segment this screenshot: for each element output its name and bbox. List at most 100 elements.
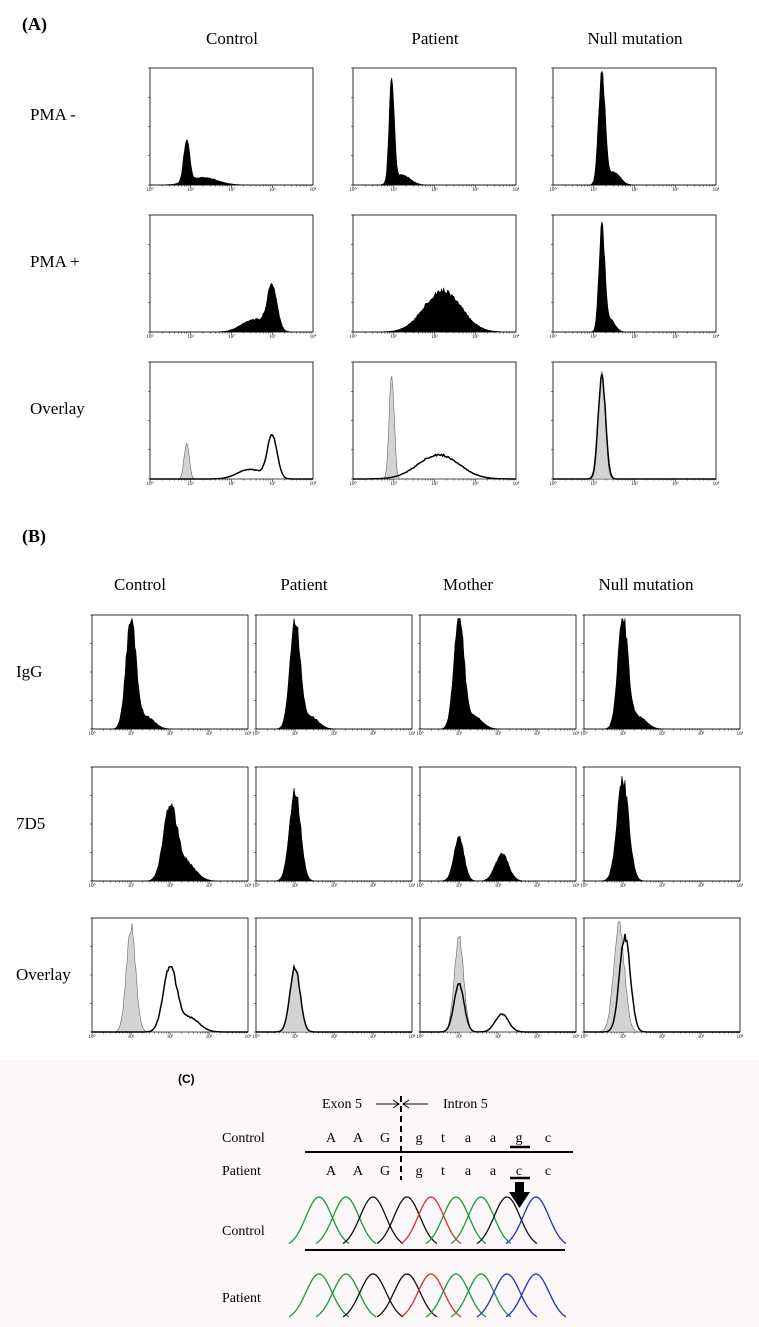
- x-tick-label: 10⁴: [573, 883, 580, 889]
- x-tick-label: 10⁴: [409, 883, 416, 889]
- histogram: [420, 618, 576, 730]
- x-tick-label: 10¹: [292, 731, 299, 737]
- x-tick-label: 10³: [672, 334, 679, 340]
- histogram-outline: [150, 434, 313, 480]
- x-tick-label: 10²: [228, 187, 235, 193]
- x-tick-label: 10³: [370, 1034, 377, 1040]
- x-tick-label: 10¹: [188, 481, 195, 487]
- histogram: [553, 370, 716, 480]
- x-tick-label: 10⁰: [416, 731, 423, 737]
- trace-peak: [342, 1273, 404, 1318]
- x-tick-label: 10⁰: [349, 334, 356, 340]
- x-tick-label: 10⁴: [513, 481, 520, 487]
- x-tick-label: 10³: [698, 1034, 705, 1040]
- x-tick-label: 10²: [659, 1034, 666, 1040]
- histogram: [256, 964, 412, 1033]
- x-tick-label: 10³: [269, 334, 276, 340]
- x-tick-label: 10⁴: [310, 481, 317, 487]
- x-tick-label: 10⁴: [713, 481, 720, 487]
- x-tick-label: 10²: [659, 883, 666, 889]
- base: t: [441, 1131, 445, 1146]
- histogram: [584, 920, 740, 1033]
- x-tick-label: 10⁴: [513, 187, 520, 193]
- x-tick-label: 10⁰: [146, 334, 153, 340]
- x-tick-label: 10¹: [292, 883, 299, 889]
- x-tick-label: 10⁰: [146, 481, 153, 487]
- base: a: [490, 1131, 497, 1146]
- histogram-frame: [352, 67, 517, 186]
- x-tick-label: 10¹: [188, 334, 195, 340]
- x-tick-label: 10¹: [456, 883, 463, 889]
- histogram-frame: [552, 214, 717, 333]
- base: A: [326, 1131, 337, 1146]
- histogram-frame: [255, 917, 413, 1033]
- histogram-frame: [419, 917, 577, 1033]
- x-tick-label: 10³: [206, 1034, 213, 1040]
- x-tick-label: 10⁰: [252, 883, 259, 889]
- x-tick-label: 10²: [167, 883, 174, 889]
- x-tick-label: 10²: [631, 481, 638, 487]
- x-tick-label: 10⁰: [549, 334, 556, 340]
- base: g: [516, 1131, 523, 1146]
- x-tick-label: 10³: [698, 731, 705, 737]
- base: t: [441, 1164, 445, 1179]
- histogram-frame: [255, 614, 413, 730]
- x-tick-label: 10³: [534, 883, 541, 889]
- base: G: [380, 1131, 390, 1146]
- row-label: PMA -: [30, 105, 76, 124]
- panel-c-background: [0, 1060, 759, 1327]
- base: a: [490, 1164, 497, 1179]
- histogram-frame: [149, 67, 314, 186]
- exon-label: Exon 5: [322, 1097, 362, 1112]
- x-tick-label: 10¹: [128, 883, 135, 889]
- trace-peak: [425, 1273, 487, 1318]
- trace-peak: [315, 1196, 377, 1245]
- x-tick-label: 10⁴: [245, 1034, 252, 1040]
- x-tick-label: 10⁴: [513, 334, 520, 340]
- x-tick-label: 10³: [370, 731, 377, 737]
- panel-label: (A): [22, 14, 47, 35]
- trace-peak: [505, 1273, 567, 1318]
- x-tick-label: 10⁴: [573, 731, 580, 737]
- x-tick-label: 10⁰: [88, 731, 95, 737]
- trace-peak: [376, 1196, 438, 1245]
- x-tick-label: 10²: [331, 1034, 338, 1040]
- x-tick-label: 10⁴: [245, 883, 252, 889]
- base: c: [516, 1164, 522, 1179]
- intron-label: Intron 5: [443, 1097, 488, 1112]
- x-tick-label: 10³: [472, 334, 479, 340]
- mutation-arrow: [509, 1182, 530, 1208]
- histogram-frame: [583, 917, 741, 1033]
- x-tick-label: 10⁰: [580, 731, 587, 737]
- trace-label: Patient: [222, 1291, 261, 1306]
- x-tick-label: 10⁰: [349, 481, 356, 487]
- x-tick-label: 10¹: [620, 883, 627, 889]
- trace-peak: [425, 1196, 487, 1245]
- histogram-outline: [353, 453, 516, 480]
- x-tick-label: 10¹: [591, 187, 598, 193]
- base: c: [545, 1131, 551, 1146]
- x-tick-label: 10³: [472, 187, 479, 193]
- row-label: IgG: [16, 662, 42, 681]
- column-label: Null mutation: [588, 29, 683, 48]
- x-tick-label: 10⁰: [580, 1034, 587, 1040]
- x-tick-label: 10²: [495, 1034, 502, 1040]
- x-tick-label: 10¹: [591, 334, 598, 340]
- row-label: Overlay: [30, 399, 85, 418]
- trace-peak: [450, 1196, 512, 1245]
- x-tick-label: 10²: [228, 481, 235, 487]
- x-tick-label: 10¹: [456, 1034, 463, 1040]
- trace-peak: [400, 1273, 462, 1318]
- histogram: [353, 77, 516, 186]
- x-tick-label: 10²: [167, 731, 174, 737]
- base: G: [380, 1164, 390, 1179]
- x-tick-label: 10⁰: [88, 1034, 95, 1040]
- x-tick-label: 10¹: [391, 481, 398, 487]
- x-tick-label: 10²: [331, 883, 338, 889]
- x-tick-label: 10²: [331, 731, 338, 737]
- x-tick-label: 10¹: [391, 187, 398, 193]
- histogram-frame: [91, 917, 249, 1033]
- column-label: Control: [206, 29, 258, 48]
- trace-peak: [450, 1273, 512, 1318]
- x-tick-label: 10³: [370, 883, 377, 889]
